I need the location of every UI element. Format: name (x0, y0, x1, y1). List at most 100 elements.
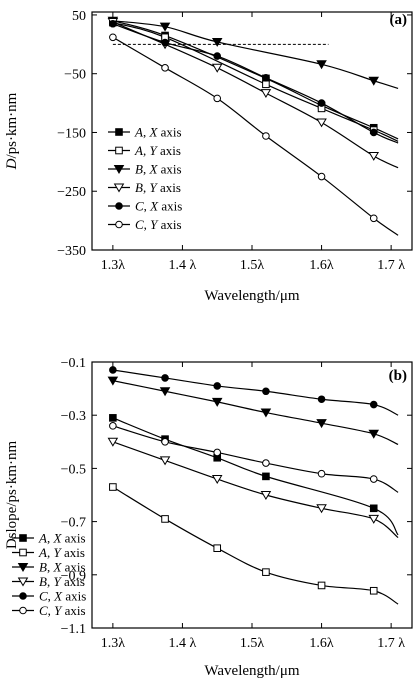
y-tick-label: −350 (57, 244, 86, 259)
data-point (109, 422, 117, 430)
legend-entry: A, X axis (108, 125, 182, 140)
data-point (317, 581, 326, 590)
legend-entry: C, X axis (108, 199, 182, 214)
x-tick-label: 1.6λ (309, 636, 334, 651)
legend-label: A, Y axis (38, 545, 85, 560)
data-point (369, 128, 378, 137)
data-point (109, 366, 117, 374)
data-point (213, 544, 222, 553)
data-point (369, 504, 378, 513)
series-a-y-axis (109, 483, 399, 605)
data-point (107, 437, 119, 447)
panel-label: (b) (389, 368, 407, 384)
data-point (211, 63, 223, 73)
series-a-y-axis (109, 18, 399, 142)
data-point (109, 19, 117, 28)
data-point (161, 64, 169, 72)
data-point (211, 397, 223, 407)
legend-entry: B, X axis (108, 162, 182, 177)
series-line (112, 486, 399, 605)
series-line (112, 369, 399, 416)
data-point (211, 37, 223, 47)
data-point (262, 132, 270, 140)
data-point (317, 99, 326, 107)
y-tick-label: −0.5 (61, 462, 86, 477)
series-b-y-axis (107, 437, 399, 539)
legend-marker (19, 548, 27, 557)
x-tick-label: 1.5λ (240, 636, 265, 651)
x-tick-label: 1.7 λ (377, 636, 405, 651)
x-tick-label: 1.6λ (309, 258, 334, 273)
legend-marker (115, 146, 123, 155)
series-c-x-axis (109, 366, 399, 416)
y-tick-label: −150 (57, 126, 86, 141)
legend-label: B, Y axis (135, 180, 181, 195)
data-point (211, 475, 223, 484)
data-point (316, 419, 327, 429)
x-tick-label: 1.3λ (101, 636, 126, 651)
legend-entry: A, Y axis (108, 143, 181, 158)
x-tick-label: 1.4 λ (169, 636, 197, 651)
data-point (109, 414, 117, 422)
legend-label: C, Y axis (135, 217, 182, 232)
data-point (368, 151, 380, 161)
y-tick-label: −0.1 (61, 356, 86, 371)
data-point (317, 172, 326, 181)
y-tick-label: −50 (64, 68, 86, 83)
y-axis-label: D/ps·km·nm (4, 92, 20, 170)
series-b-x-axis (107, 16, 399, 89)
series-a-x-axis (109, 414, 399, 536)
legend-entry: A, Y axis (12, 545, 85, 560)
data-point (262, 472, 270, 481)
legend-label: C, Y axis (39, 603, 86, 618)
legend-entry: B, Y axis (12, 574, 85, 589)
data-point (161, 515, 169, 523)
legend-marker (115, 220, 123, 229)
data-point (316, 60, 327, 70)
series-c-y-axis (109, 422, 399, 493)
legend-label: A, X axis (134, 125, 182, 140)
data-point (159, 456, 171, 466)
legend-marker (113, 164, 125, 174)
legend-entry: C, Y axis (108, 217, 182, 232)
legend-marker (115, 128, 123, 136)
plot-frame (91, 361, 413, 629)
legend-marker (113, 183, 125, 193)
data-point (369, 400, 378, 409)
legend-marker (19, 534, 27, 542)
legend-entry: C, X axis (12, 589, 86, 604)
y-tick-label: −1.1 (61, 622, 86, 637)
data-point (368, 429, 380, 439)
data-point (161, 374, 169, 382)
legend-marker (17, 577, 29, 587)
data-point (368, 514, 380, 524)
legend-entry: A, X axis (12, 531, 86, 546)
legend-entry: C, Y axis (12, 603, 86, 618)
y-tick-label: 50 (72, 9, 86, 24)
data-point (159, 22, 171, 32)
series-line (112, 20, 399, 89)
data-point (109, 483, 117, 491)
data-point (368, 76, 380, 86)
data-point (316, 118, 327, 128)
x-axis-label: Wavelength/μm (204, 663, 299, 679)
panel-label: (a) (390, 12, 408, 28)
data-point (369, 586, 378, 595)
data-point (316, 504, 327, 514)
x-tick-label: 1.3λ (101, 258, 126, 273)
y-tick-label: −0.3 (61, 409, 86, 424)
x-tick-label: 1.5λ (240, 258, 265, 273)
legend-label: A, Y axis (134, 143, 181, 158)
data-point (213, 94, 222, 103)
series-c-x-axis (109, 19, 399, 144)
data-point (262, 74, 270, 82)
legend-label: B, Y axis (39, 574, 85, 589)
legend-marker (115, 202, 123, 210)
data-point (109, 33, 117, 42)
data-point (262, 387, 270, 396)
data-point (260, 490, 272, 500)
y-tick-label: −0.9 (61, 569, 86, 584)
chart-panel-a: 1.3λ 1.4 λ 1.5λ 1.6λ 1.7 λ 50 −50 −150 −250 −350 W… (4, 9, 413, 304)
data-point (213, 52, 222, 60)
